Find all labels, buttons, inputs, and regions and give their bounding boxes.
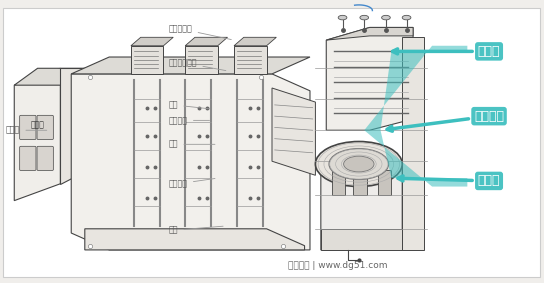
Polygon shape [131, 37, 173, 46]
Polygon shape [321, 164, 402, 250]
Polygon shape [131, 46, 164, 74]
Polygon shape [326, 27, 413, 130]
Circle shape [381, 15, 390, 20]
Text: 灭弧罩: 灭弧罩 [30, 120, 45, 129]
Text: 常开主触点: 常开主触点 [169, 24, 231, 40]
Polygon shape [354, 170, 367, 195]
Polygon shape [85, 229, 305, 250]
FancyBboxPatch shape [3, 8, 540, 277]
FancyBboxPatch shape [37, 115, 53, 140]
Polygon shape [234, 46, 267, 74]
Text: 吸引线圈: 吸引线圈 [387, 110, 504, 131]
Text: 吸引线圈: 吸引线圈 [169, 179, 215, 188]
Circle shape [329, 149, 388, 179]
Polygon shape [272, 88, 316, 175]
FancyBboxPatch shape [20, 146, 36, 170]
Text: 辅助触点: 辅助触点 [169, 116, 209, 125]
Polygon shape [326, 27, 413, 40]
Text: 电工之友 | www.dg51.com: 电工之友 | www.dg51.com [288, 261, 388, 270]
Polygon shape [321, 161, 402, 174]
Polygon shape [60, 68, 85, 184]
Polygon shape [402, 37, 424, 250]
Polygon shape [321, 229, 402, 250]
Polygon shape [234, 37, 276, 46]
Polygon shape [71, 74, 310, 250]
Circle shape [402, 15, 411, 20]
Polygon shape [14, 68, 85, 85]
Polygon shape [364, 46, 467, 186]
Polygon shape [332, 170, 345, 195]
Text: 灭弧罩: 灭弧罩 [6, 126, 47, 135]
Circle shape [338, 15, 347, 20]
Text: 铁芯: 铁芯 [169, 226, 223, 235]
Circle shape [360, 15, 369, 20]
Text: 常开: 常开 [169, 100, 209, 110]
FancyBboxPatch shape [37, 146, 53, 170]
FancyBboxPatch shape [20, 115, 36, 140]
Text: 静铁心: 静铁心 [398, 174, 500, 187]
Circle shape [316, 142, 402, 186]
Polygon shape [14, 68, 60, 201]
Text: 衔铁: 衔铁 [169, 140, 215, 149]
Text: 常闭辅助触点: 常闭辅助触点 [169, 58, 226, 70]
Circle shape [344, 156, 374, 172]
Polygon shape [185, 37, 227, 46]
Polygon shape [378, 170, 391, 195]
Text: 动铁心: 动铁心 [393, 45, 500, 58]
Polygon shape [185, 46, 218, 74]
Polygon shape [71, 57, 310, 74]
